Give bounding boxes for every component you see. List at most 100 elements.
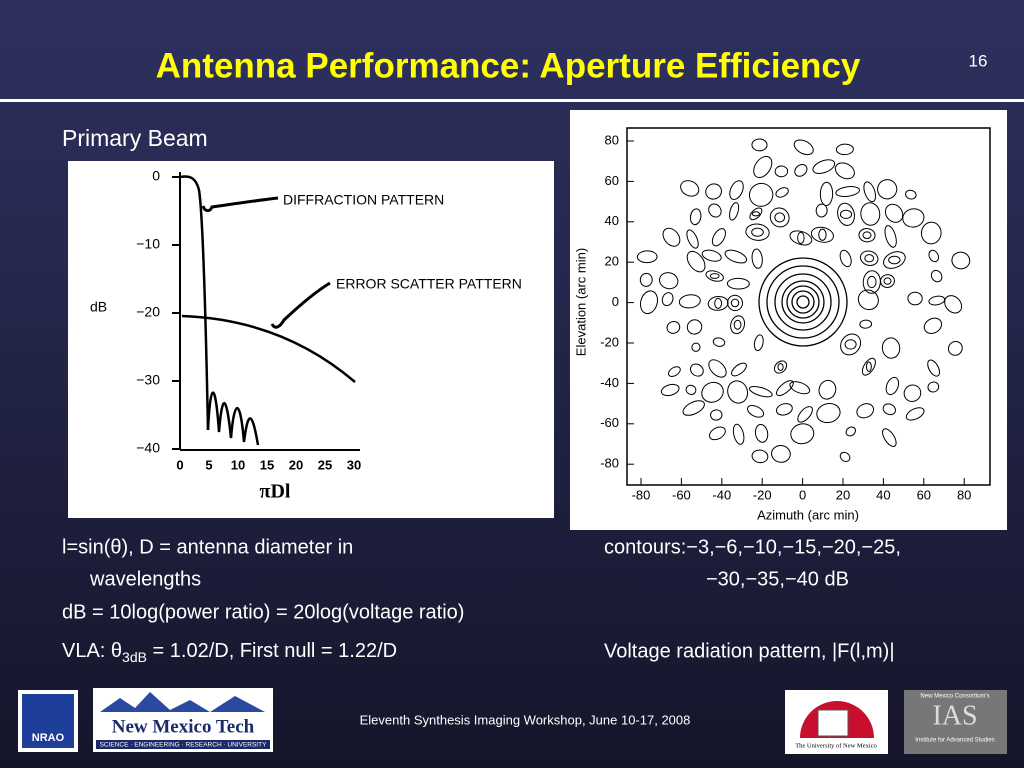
contour <box>636 250 658 264</box>
contour <box>751 248 763 269</box>
contour <box>661 292 674 307</box>
contour <box>944 295 963 314</box>
x-tick-label: 20 <box>289 457 303 472</box>
contour <box>701 249 722 262</box>
contour <box>753 155 773 179</box>
page-number: 16 <box>969 51 988 70</box>
contour <box>928 295 946 306</box>
y-tick-label: -60 <box>600 415 619 430</box>
y-tick-label: -20 <box>600 334 619 349</box>
contour <box>923 317 943 334</box>
contour <box>639 290 658 315</box>
contour <box>859 319 873 329</box>
contour <box>745 223 770 241</box>
x-axis-label: πDl <box>260 481 291 503</box>
contour <box>709 273 720 279</box>
section-heading: Primary Beam <box>62 125 208 151</box>
contour <box>859 250 879 266</box>
x-tick-label: -40 <box>712 487 731 502</box>
contour <box>844 339 857 350</box>
contour <box>862 231 872 240</box>
y-tick-label: 0 <box>152 168 160 184</box>
contour <box>753 334 764 352</box>
contour <box>947 340 963 356</box>
contour <box>746 405 765 418</box>
note: dB = 10log(power ratio) = 20log(voltage … <box>62 601 464 623</box>
contour <box>786 285 820 319</box>
y-tick-label: 80 <box>605 132 619 147</box>
x-tick-label: 25 <box>318 457 332 472</box>
y-axis-label: Elevation (arc min) <box>573 248 588 356</box>
contour <box>731 362 747 377</box>
contour <box>819 181 834 207</box>
plot-frame <box>626 127 991 486</box>
contour <box>708 203 722 218</box>
x-tick-label: 0 <box>799 487 806 502</box>
leader-line <box>270 281 331 329</box>
contour <box>789 381 811 395</box>
contour <box>839 249 852 268</box>
contour <box>686 319 703 335</box>
contour <box>751 138 768 152</box>
contour <box>840 333 862 356</box>
contour <box>682 400 705 416</box>
contour <box>920 221 942 245</box>
slide-title: Antenna Performance: Aperture Efficiency <box>156 46 861 85</box>
x-axis-label: Azimuth (arc min) <box>757 507 859 522</box>
subscript: 3dB <box>122 649 147 665</box>
note: Voltage radiation pattern, |F(l,m)| <box>604 640 895 662</box>
contour <box>845 426 856 437</box>
leader-line <box>201 196 279 213</box>
x-tick-label: -60 <box>672 487 691 502</box>
y-axis-label: dB <box>90 299 107 315</box>
contour <box>686 250 706 273</box>
contour <box>864 254 875 263</box>
annotation: DIFFRACTION PATTERN <box>283 192 444 208</box>
contour <box>930 269 943 283</box>
contour <box>839 209 853 219</box>
x-tick-label: 30 <box>347 457 361 472</box>
y-tick-label: −40 <box>136 440 160 456</box>
x-tick-label: 15 <box>260 457 274 472</box>
y-tick-label: −20 <box>136 304 160 320</box>
contour <box>927 359 941 377</box>
contour <box>691 342 701 352</box>
note: l=sin(θ), D = antenna diameter in <box>62 536 353 558</box>
contour <box>659 272 679 290</box>
contours <box>636 138 971 464</box>
contour <box>705 183 722 200</box>
y-tick-label: −30 <box>136 372 160 388</box>
logo-mountains <box>100 692 265 712</box>
contour <box>680 180 700 197</box>
contour <box>903 384 922 402</box>
contour <box>883 251 906 269</box>
contour <box>880 274 895 288</box>
contour <box>888 255 901 265</box>
contour <box>766 265 840 339</box>
scatter-curve <box>181 314 356 383</box>
contour <box>774 165 789 178</box>
logo-text: Institute for Advanced Studies <box>915 738 994 744</box>
contour <box>812 159 836 175</box>
contour <box>865 361 872 372</box>
contour <box>927 381 940 393</box>
sidelobes <box>206 391 260 446</box>
contour <box>678 294 701 309</box>
contour <box>685 384 697 395</box>
contour <box>867 275 877 289</box>
footer-text: Eleventh Synthesis Imaging Workshop, Jun… <box>360 712 691 727</box>
contour <box>751 211 761 217</box>
unm-logo: The University of New Mexico <box>785 690 888 754</box>
contour <box>712 337 726 347</box>
contour <box>727 380 749 404</box>
x-tick-label: 20 <box>836 487 850 502</box>
contour <box>818 228 827 241</box>
contour <box>883 277 892 285</box>
contour <box>710 409 723 421</box>
logo-text: The University of New Mexico <box>795 742 877 749</box>
contour <box>748 385 773 398</box>
y-tick-label: 0 <box>612 294 619 309</box>
contour <box>777 363 784 371</box>
diffraction-curve <box>179 175 210 431</box>
